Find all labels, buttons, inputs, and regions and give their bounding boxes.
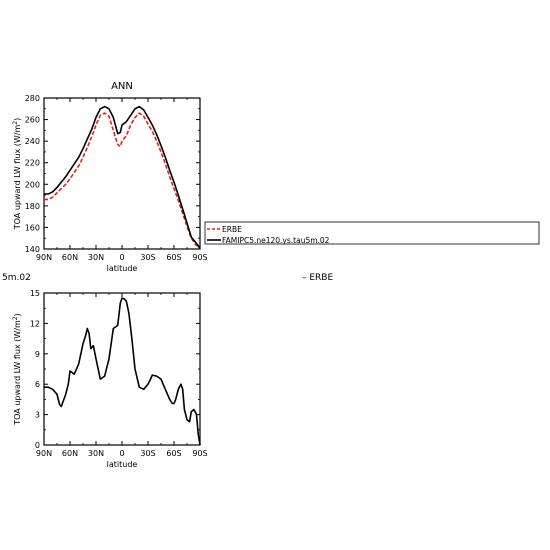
bottom-plot-ylabel: TOA upward LW flux (W/m2): [12, 313, 22, 425]
cropped-label-left: 5m.02: [2, 273, 31, 283]
top-plot-xtick-label: 90N: [36, 253, 52, 262]
top-plot-ytick-label: 140: [25, 245, 40, 254]
top-plot-ytick-label: 220: [25, 159, 40, 168]
bottom-plot-frame: [43, 292, 201, 446]
top-plot-ytick-label: 160: [25, 223, 40, 232]
bottom-plot-xlabel: latitude: [107, 460, 138, 469]
top-plot-series-famipc5-ne120-ys-tau5m-02-line: [44, 105, 201, 250]
top-plot-xtick-label: 90S: [192, 253, 207, 262]
top-plot-ytick-label: 240: [25, 137, 40, 146]
legend-label: FAMIPC5.ne120.ys.tau5m.02: [222, 236, 330, 245]
top-plot-xtick-label: 30N: [88, 253, 104, 262]
top-plot-ytick-label: 200: [25, 180, 40, 189]
top-plot-xtick-label: 0: [119, 253, 124, 262]
top-plot-ylabel: TOA upward LW flux (W/m2): [12, 118, 22, 230]
top-plot-xtick-label: 60S: [166, 253, 181, 262]
legend: ERBE FAMIPC5.ne120.ys.tau5m.02: [204, 221, 540, 245]
top-plot-ytick-label: 180: [25, 202, 40, 211]
top-plot-xtick-label: 30S: [140, 253, 155, 262]
legend-box: [204, 221, 540, 245]
bottom-plot-xtick-label: 60N: [62, 449, 78, 458]
top-plot-title: ANN: [111, 81, 133, 92]
cropped-label-right: – ERBE: [302, 273, 334, 283]
top-plot: ANN 90N 60N 30N 0 30S 60S 90S 140 160 180 200 220 240…: [12, 81, 208, 273]
bottom-plot-ytick-label: 9: [35, 350, 40, 359]
bottom-plot-ytick-label: 12: [30, 319, 40, 328]
top-plot-ytick-label: 280: [25, 94, 40, 103]
bottom-plot: 90N 60N 30N 0 30S 60S 90S 0 3 6 9 12 15 latitude TOA u…: [12, 289, 208, 469]
bottom-plot-ytick-label: 15: [30, 289, 40, 298]
bottom-plot-xtick-label: 30S: [140, 449, 155, 458]
legend-label: ERBE: [222, 225, 242, 234]
top-plot-ytick-label: 260: [25, 116, 40, 125]
top-plot-xlabel: latitude: [107, 264, 138, 273]
bottom-plot-xtick-label: 90N: [36, 449, 52, 458]
top-plot-xtick-label: 60N: [62, 253, 78, 262]
bottom-plot-xtick-label: 60S: [166, 449, 181, 458]
bottom-plot-xtick-label: 90S: [192, 449, 207, 458]
bottom-plot-xtick-label: 0: [119, 449, 124, 458]
bottom-plot-ytick-label: 6: [35, 380, 40, 389]
bottom-plot-series-1-line: [44, 297, 201, 446]
bottom-plot-ytick-label: 0: [35, 441, 40, 450]
top-plot-series-erbe-line: [44, 112, 201, 250]
bottom-plot-xtick-label: 30N: [88, 449, 104, 458]
bottom-plot-ytick-label: 3: [35, 411, 40, 420]
